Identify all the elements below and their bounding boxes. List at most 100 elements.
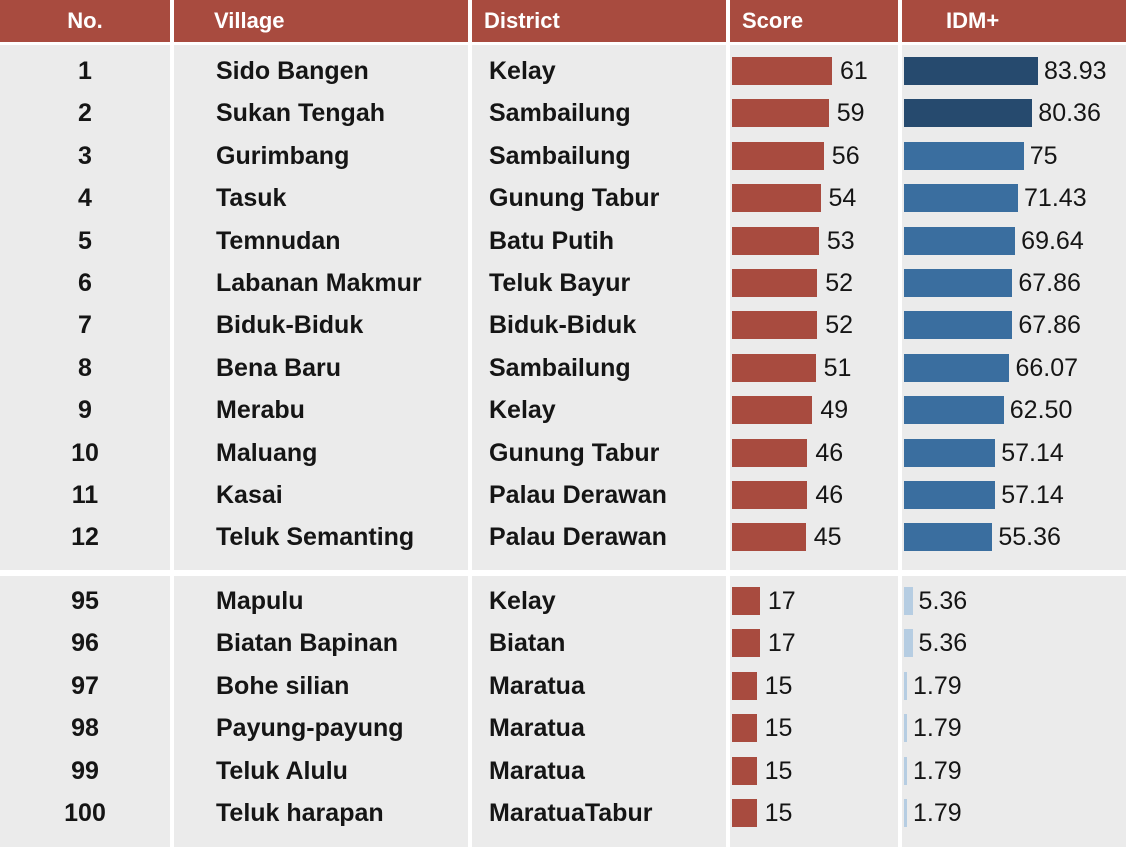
village-name: Teluk Alulu [216, 756, 348, 785]
idm-bar [904, 438, 996, 467]
score-label: 15 [764, 756, 793, 785]
header-no: No. [0, 0, 170, 42]
rank-number: 10 [71, 438, 99, 467]
idm-label: 1.79 [913, 714, 962, 743]
column-divider [898, 0, 902, 847]
district-name: Palau Derawan [489, 523, 667, 552]
score-bar [732, 226, 819, 255]
score-label: 59 [836, 99, 865, 128]
rank-number: 2 [78, 99, 92, 128]
village-name: Maluang [216, 438, 318, 467]
district-name: Kelay [489, 396, 556, 425]
village-name: Kasai [216, 481, 283, 509]
idm-label: 69.64 [1021, 226, 1084, 255]
idm-bar [904, 756, 907, 785]
score-label: 15 [764, 799, 793, 827]
idm-label: 62.50 [1009, 396, 1073, 425]
score-bar [732, 396, 813, 425]
district-name: Kelay [489, 587, 556, 615]
district-name: Batu Putih [489, 226, 614, 255]
score-bar [732, 269, 818, 297]
score-bar [732, 756, 757, 785]
idm-bar [904, 99, 1033, 128]
idm-bar [904, 184, 1019, 213]
score-bar [732, 353, 816, 382]
rank-number: 98 [71, 714, 99, 743]
score-bar [732, 671, 757, 700]
idm-bar [904, 396, 1004, 425]
idm-label: 57.14 [1001, 438, 1064, 467]
district-name: Teluk Bayur [489, 269, 631, 297]
score-bar [732, 184, 821, 213]
village-name: Mapulu [216, 587, 304, 615]
score-label: 46 [815, 438, 844, 467]
rank-number: 96 [71, 629, 99, 658]
idm-label: 5.36 [918, 629, 968, 658]
score-bar [732, 523, 806, 552]
rank-number: 1 [78, 57, 92, 85]
idm-label: 67.86 [1018, 311, 1081, 340]
district-name: Biduk-Biduk [489, 311, 637, 340]
idm-bar [904, 311, 1013, 340]
village-name: Payung-payung [216, 714, 404, 743]
score-label: 17 [767, 629, 796, 658]
score-label: 53 [826, 226, 855, 255]
district-name: Sambailung [489, 353, 631, 382]
district-name: Maratua [489, 714, 585, 743]
score-bar [732, 438, 808, 467]
score-bar [732, 714, 757, 743]
score-label: 52 [825, 269, 854, 297]
idm-label: 75 [1029, 141, 1058, 170]
idm-label: 71.43 [1024, 184, 1087, 213]
idm-label: 67.86 [1018, 269, 1081, 297]
score-label: 46 [815, 481, 844, 509]
bottom-rows-panel [0, 576, 1126, 847]
village-name: Sido Bangen [216, 57, 369, 85]
score-label: 52 [825, 311, 854, 340]
score-bar [732, 311, 818, 340]
idm-label: 66.07 [1015, 353, 1079, 382]
idm-label: 83.93 [1044, 57, 1107, 85]
village-name: Bohe silian [216, 671, 350, 700]
idm-bar [904, 629, 913, 658]
idm-label: 5.36 [918, 587, 968, 615]
rank-number: 7 [78, 311, 92, 340]
rank-number: 3 [78, 141, 92, 170]
village-name: Merabu [216, 396, 305, 425]
idm-bar [904, 141, 1024, 170]
column-divider [170, 0, 174, 847]
idm-bar [904, 799, 907, 827]
score-label: 51 [823, 353, 852, 382]
village-name: Biatan Bapinan [216, 629, 398, 658]
village-name: Teluk Semanting [216, 523, 415, 552]
score-label: 61 [840, 57, 868, 85]
village-name: Tasuk [216, 184, 287, 213]
village-name: Teluk harapan [216, 799, 384, 827]
village-name: Gurimbang [216, 141, 350, 170]
idm-label: 55.36 [998, 523, 1061, 552]
idm-bar [904, 57, 1038, 85]
score-bar [732, 481, 808, 509]
district-name: Kelay [489, 57, 556, 85]
score-label: 15 [764, 671, 793, 700]
district-name: MaratuaTabur [489, 799, 653, 827]
header-score: Score [730, 0, 898, 42]
idm-bar [904, 523, 993, 552]
district-name: Maratua [489, 756, 585, 785]
rank-number: 12 [71, 523, 99, 552]
header-district: District [472, 0, 726, 42]
rank-number: 9 [78, 396, 92, 425]
idm-bar [904, 353, 1010, 382]
district-name: Biatan [489, 629, 566, 658]
rank-number: 100 [64, 799, 106, 827]
score-label: 45 [813, 523, 842, 552]
score-label: 15 [764, 714, 793, 743]
village-name: Temnudan [216, 226, 341, 255]
district-name: Gunung Tabur [489, 438, 660, 467]
district-name: Sambailung [489, 141, 631, 170]
score-label: 17 [767, 587, 796, 615]
rank-number: 5 [78, 226, 92, 255]
idm-label: 1.79 [913, 799, 962, 827]
idm-label: 1.79 [913, 756, 962, 785]
score-bar [732, 587, 760, 615]
